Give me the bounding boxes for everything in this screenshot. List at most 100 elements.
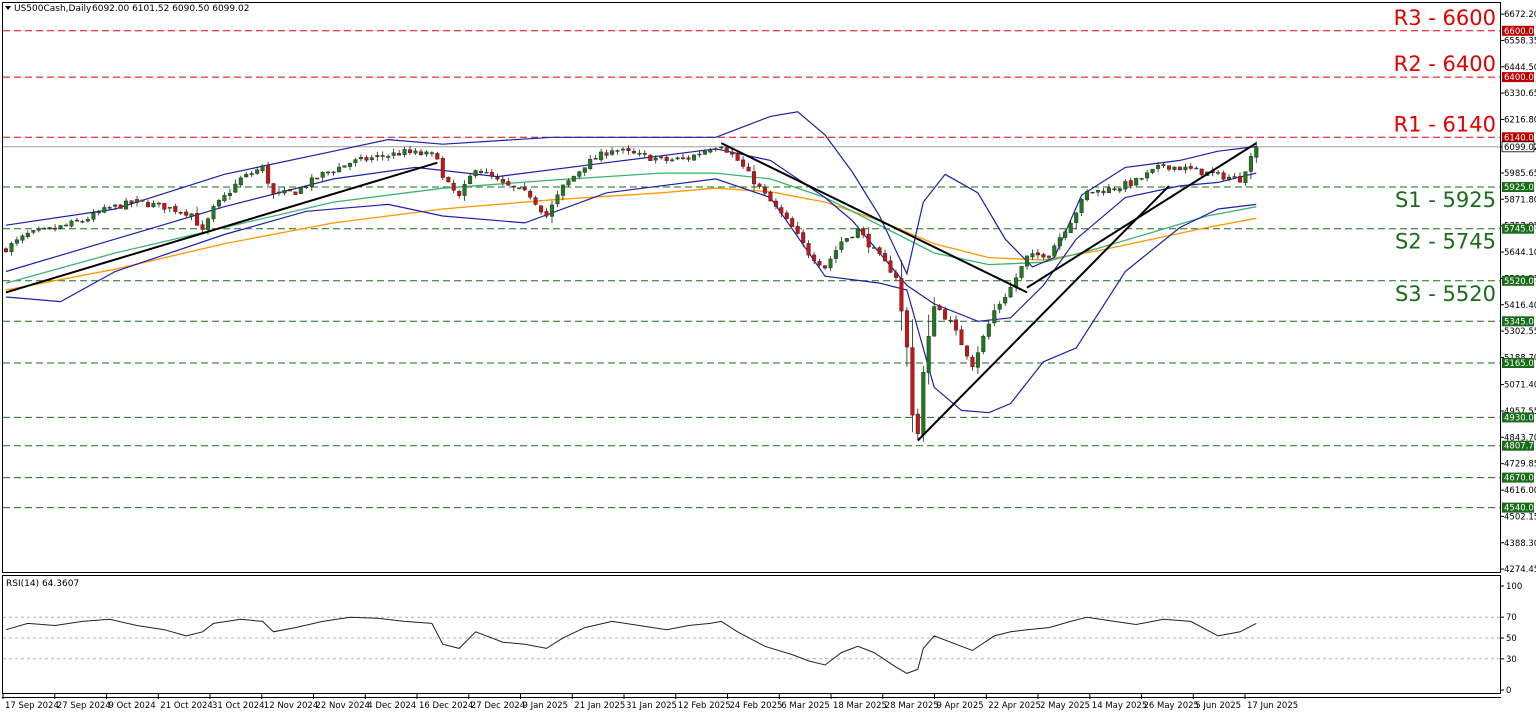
candle [686,155,691,162]
x-tick-label: 16 Dec 2024 [419,701,473,711]
candle [752,165,757,191]
y-tick-label: 4729.85 [1504,460,1536,470]
candle [216,198,221,209]
candle [1139,177,1144,181]
bollinger-upper-line [5,111,1257,276]
support-price-tag: 5520.00 [1502,275,1536,287]
candle [637,149,642,157]
support-level-label: S2 - 5745 [1395,230,1496,254]
svg-text:5925.00: 5925.00 [1504,183,1536,193]
support-price-tag: 5745.00 [1502,223,1536,235]
candle [719,145,724,150]
candle [550,200,555,224]
candle [943,306,948,321]
candle [375,151,380,161]
candle [1150,168,1155,175]
candle [413,148,418,155]
candle [801,229,806,247]
y-tick-label: 5302.55 [1504,327,1536,337]
candle [3,247,8,253]
candle [779,204,784,218]
candle [1030,249,1035,260]
x-tick-label: 31 Oct 2024 [212,701,265,711]
candle [533,195,538,206]
candle [156,201,161,208]
candle [468,173,473,185]
candle [173,203,178,215]
candle [899,260,904,331]
main-plot-frame [2,2,1501,573]
candle [277,188,282,196]
candle [768,190,773,202]
candle [582,167,587,177]
svg-text:6140.00: 6140.00 [1504,133,1536,143]
candle [681,153,686,161]
candle [1024,255,1029,270]
candle [1194,166,1199,170]
x-tick-label: 31 Jan 2025 [626,701,677,711]
x-tick-label: 22 Apr 2025 [988,701,1041,711]
y-tick-label: 5071.40 [1504,381,1536,391]
candle [528,189,533,200]
svg-text:6600.00: 6600.00 [1504,27,1536,37]
candle [353,157,358,167]
candle [47,226,52,230]
level-price-tag: 4540.00 [1502,502,1536,514]
candle [479,168,484,176]
candle [959,325,964,346]
candle [31,229,36,235]
candle [331,170,336,176]
candle [653,155,658,164]
collapse-triangle-icon[interactable] [5,6,11,10]
candle [96,209,101,216]
candle [1068,220,1073,233]
resistance-level-label: R3 - 6600 [1394,6,1496,30]
candle [571,175,576,182]
candle [473,169,478,179]
candle [790,216,795,227]
candle [522,183,527,192]
candle [9,241,14,256]
current-price-tag: 6099.02 [1501,141,1536,153]
candle [1079,198,1084,217]
candle [1177,166,1182,171]
y-tick-label: 4388.30 [1504,539,1536,549]
candle [872,246,877,249]
candle [1035,248,1040,259]
candle [167,206,172,213]
support-level-label: S3 - 5520 [1395,282,1496,306]
svg-text:6099.02: 6099.02 [1504,143,1536,153]
candle [419,149,424,156]
candle [1117,187,1122,194]
svg-text:4930.00: 4930.00 [1504,413,1536,423]
x-tick-label: 18 Mar 2025 [833,701,887,711]
candle [162,202,167,214]
candle [80,219,85,224]
svg-text:5520.00: 5520.00 [1504,277,1536,287]
candle [937,304,942,311]
chart-ohlc: 6092.00 6101.52 6090.50 6099.02 [92,4,249,14]
candle [850,236,855,239]
y-tick-label: 6330.65 [1504,89,1536,99]
candle [36,226,41,233]
candle [615,149,620,155]
candle [1134,177,1139,187]
candle [102,204,107,214]
candle [1128,177,1133,189]
svg-text:4540.00: 4540.00 [1504,504,1536,514]
candle [828,256,833,271]
candle [386,154,391,162]
candle [435,151,440,160]
candle [708,148,713,154]
candle [642,150,647,158]
x-tick-label: 22 Nov 2024 [316,701,370,711]
trendlines [5,142,1257,442]
candle [986,319,991,340]
candle [1216,170,1221,175]
candle [266,161,271,186]
candle [397,150,402,156]
candle [489,169,494,180]
candle [648,154,653,162]
candle [124,197,129,210]
candle [1254,141,1259,163]
